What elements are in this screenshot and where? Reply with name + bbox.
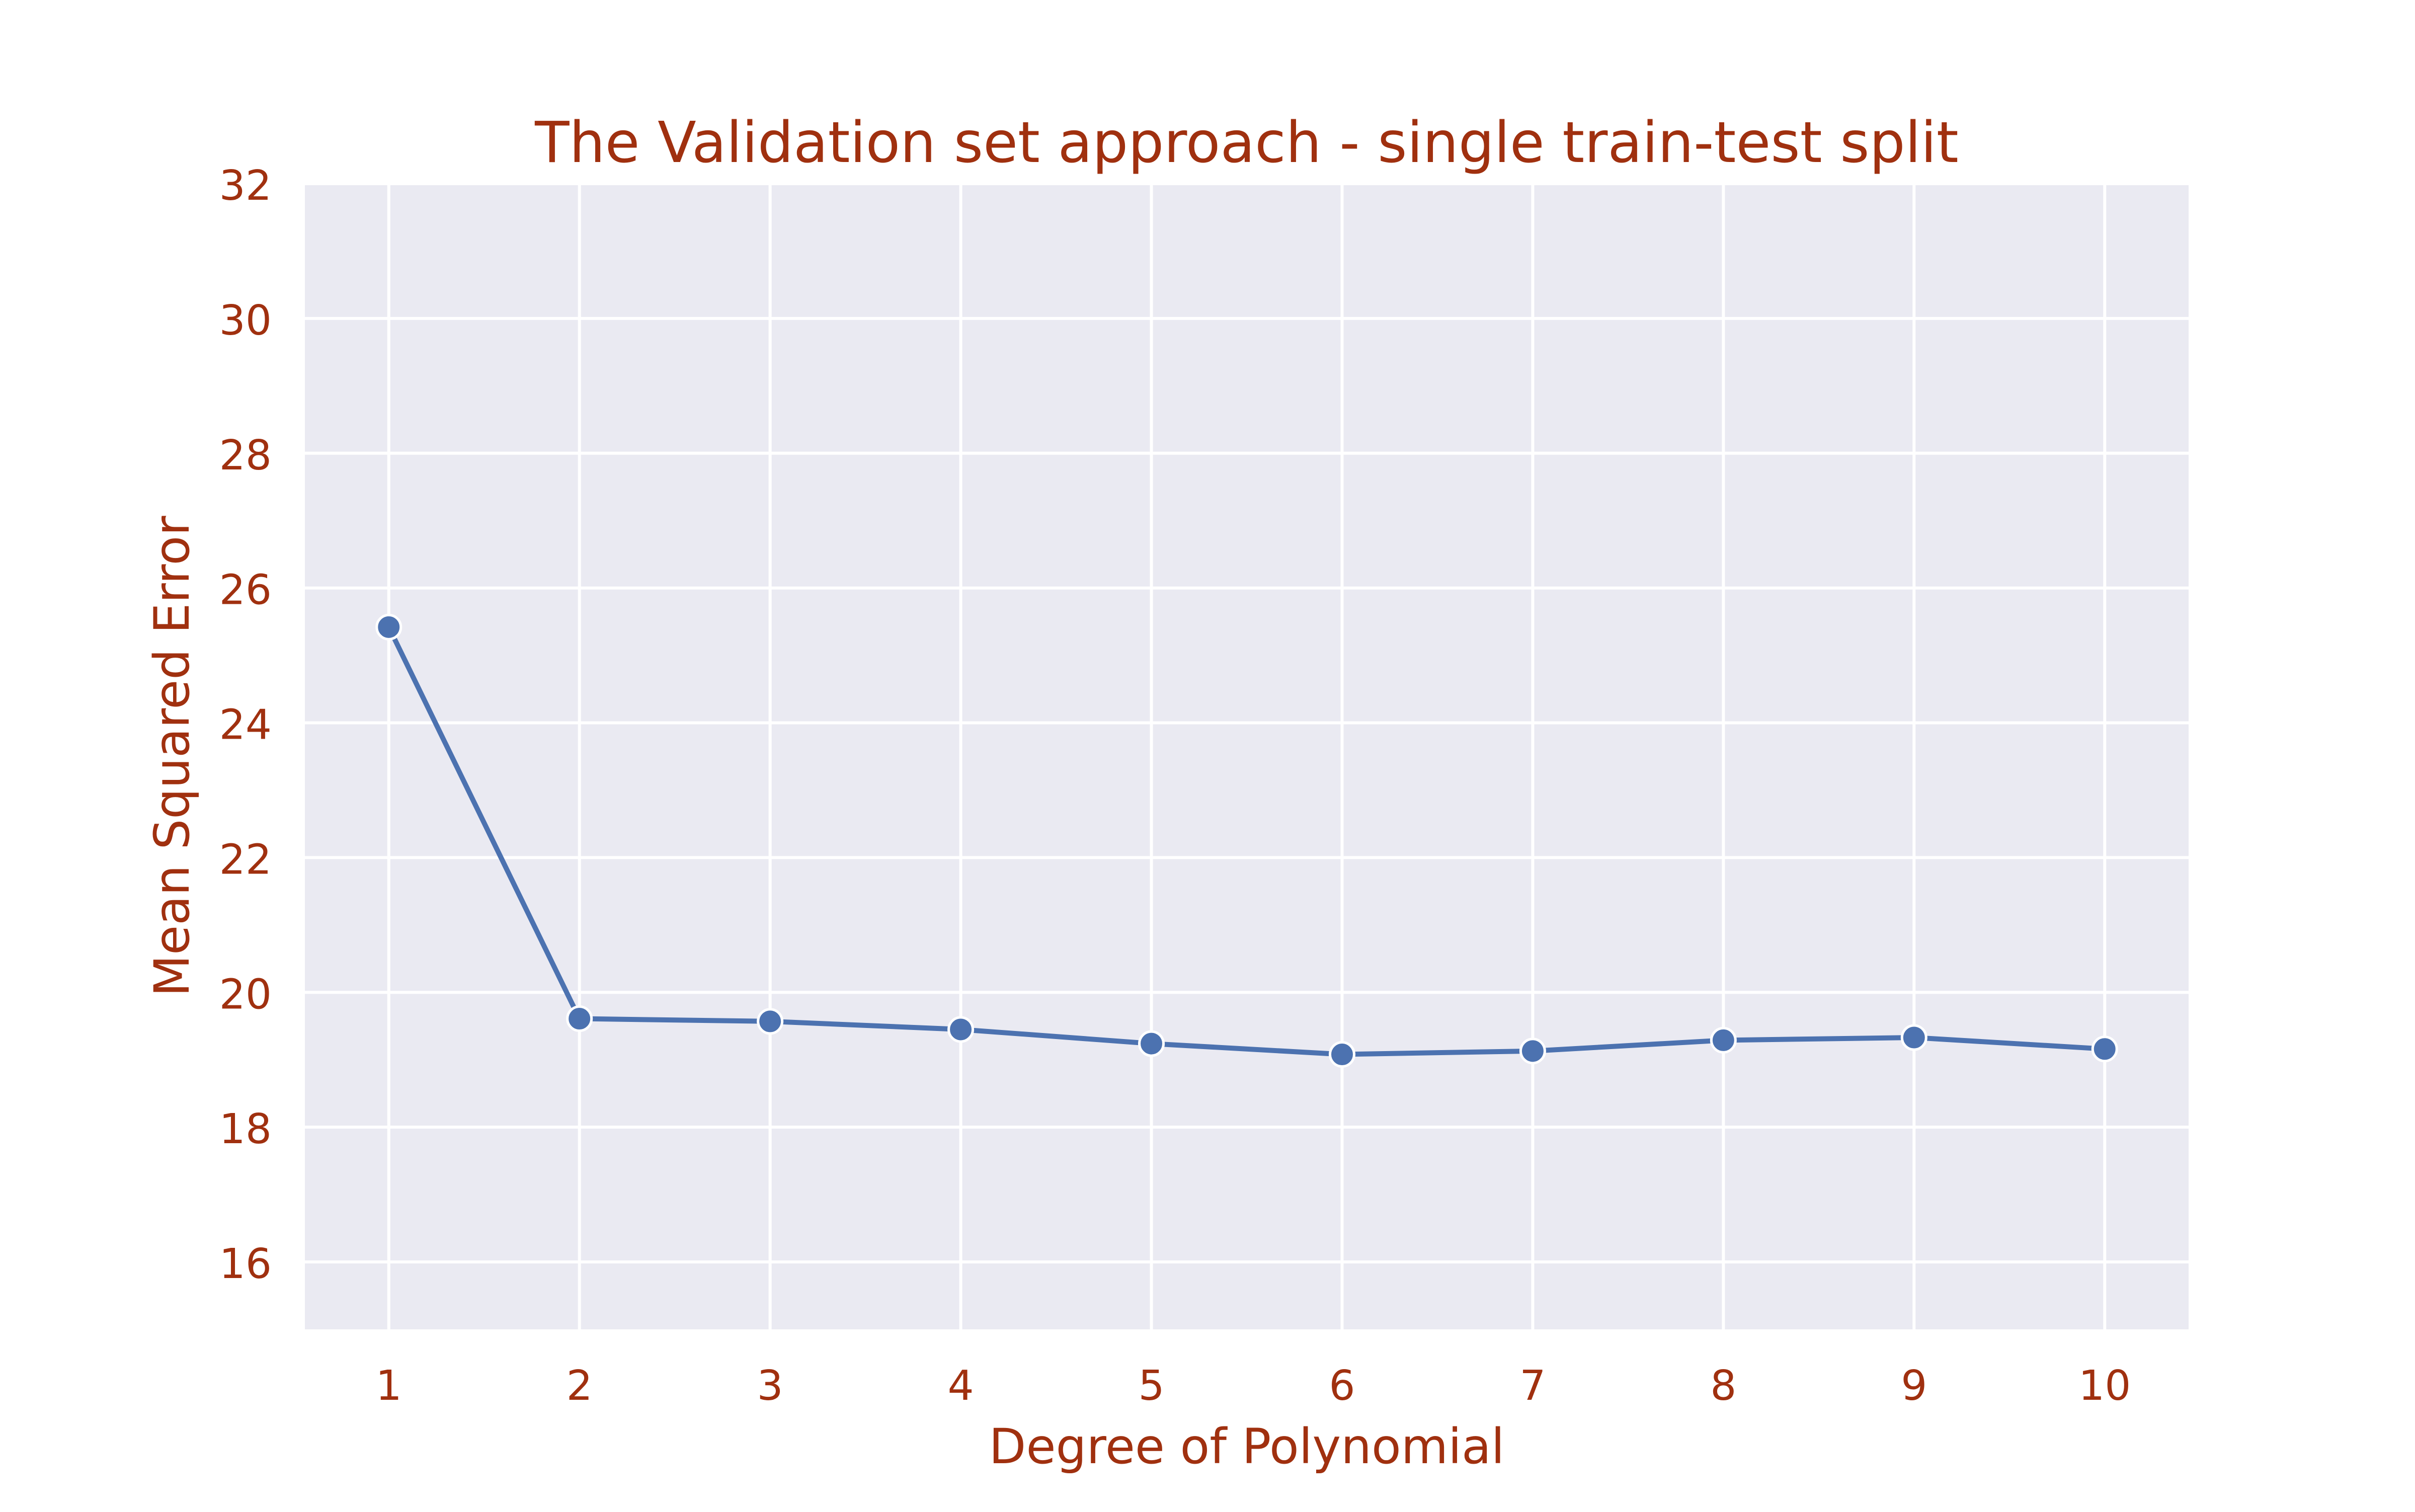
x-gridlines: [387, 184, 2107, 1329]
data-point: [1138, 1030, 1165, 1057]
y-tick-label: 28: [219, 432, 272, 480]
y-tick-label: 16: [219, 1240, 272, 1288]
x-tick-label: 9: [1901, 1362, 1927, 1410]
y-tick-label: 26: [219, 567, 272, 614]
data-point: [1710, 1026, 1737, 1054]
x-tick-label: 7: [1519, 1362, 1546, 1410]
x-tick-label: 8: [1710, 1362, 1736, 1410]
data-point: [1328, 1041, 1355, 1068]
y-gridlines: [305, 182, 2189, 1264]
x-tick-label: 10: [2078, 1362, 2131, 1410]
data-point: [1519, 1038, 1546, 1065]
chart-title: The Validation set approach - single tra…: [534, 110, 1959, 176]
data-point: [2091, 1036, 2118, 1063]
x-tick-label: 1: [376, 1362, 402, 1410]
data-point: [375, 613, 403, 641]
series-line: [386, 624, 2108, 1057]
plot-background: [305, 184, 2189, 1329]
x-tick-label: 2: [567, 1362, 593, 1410]
y-tick-labels: 16 18 20 22 24 26 28 30 32: [219, 162, 272, 1288]
y-tick-label: 24: [219, 701, 272, 749]
x-tick-label: 5: [1138, 1362, 1164, 1410]
y-tick-label: 20: [219, 971, 272, 1018]
data-point: [566, 1005, 593, 1032]
data-point: [757, 1008, 784, 1035]
series-layer: [375, 613, 2118, 1068]
x-axis-label: Degree of Polynomial: [989, 1418, 1505, 1475]
x-tick-labels: 1 2 3 4 5 6 7 8 9 10: [376, 1362, 2131, 1410]
x-tick-label: 4: [947, 1362, 974, 1410]
y-tick-label: 30: [219, 297, 272, 345]
data-point: [947, 1016, 975, 1043]
x-tick-label: 3: [757, 1362, 783, 1410]
y-tick-label: 32: [219, 162, 272, 210]
x-tick-label: 6: [1329, 1362, 1355, 1410]
y-tick-label: 18: [219, 1105, 272, 1153]
y-axis-label: Mean Squared Error: [144, 516, 200, 997]
data-point: [1900, 1024, 1927, 1051]
y-tick-label: 22: [219, 836, 272, 884]
